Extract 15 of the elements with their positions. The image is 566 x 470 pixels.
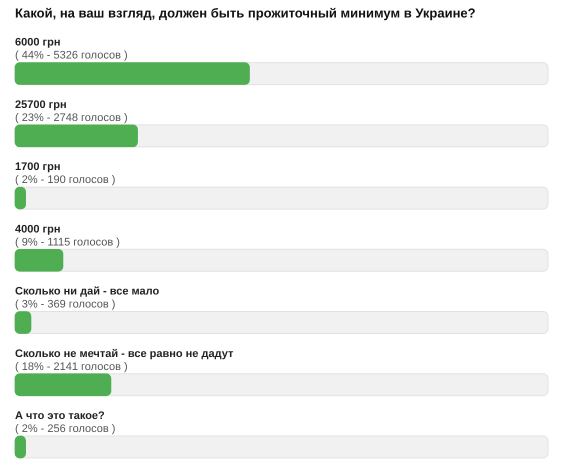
y-tick-label: А что это такое? — [15, 410, 106, 422]
data-label: ( 23% - 2748 голосов ) — [15, 112, 128, 124]
y-tick-label: Сколько ни дай - все мало — [15, 286, 160, 298]
data-label: ( 18% - 2141 голосов ) — [15, 360, 128, 373]
data-label: ( 44% - 5326 голосов ) — [15, 50, 128, 62]
y-tick-label: 4000 грн — [15, 223, 60, 236]
y-tick-label: Сколько не мечтай - все равно не дадут — [15, 348, 234, 360]
data-label: ( 2% - 190 голосов ) — [15, 174, 116, 186]
y-tick-label: 25700 грн — [15, 98, 67, 111]
chart-title: Какой, на ваш взгляд, должен быть прожиточный минимум в Украине? — [15, 5, 476, 20]
y-tick-label: 6000 грн — [15, 36, 60, 49]
y-tick-label: 1700 грн — [15, 161, 60, 174]
data-label: ( 9% - 1115 голосов ) — [15, 236, 120, 248]
data-label: ( 2% - 256 голосов ) — [15, 423, 116, 435]
data-label: ( 3% - 369 голосов ) — [15, 298, 116, 311]
